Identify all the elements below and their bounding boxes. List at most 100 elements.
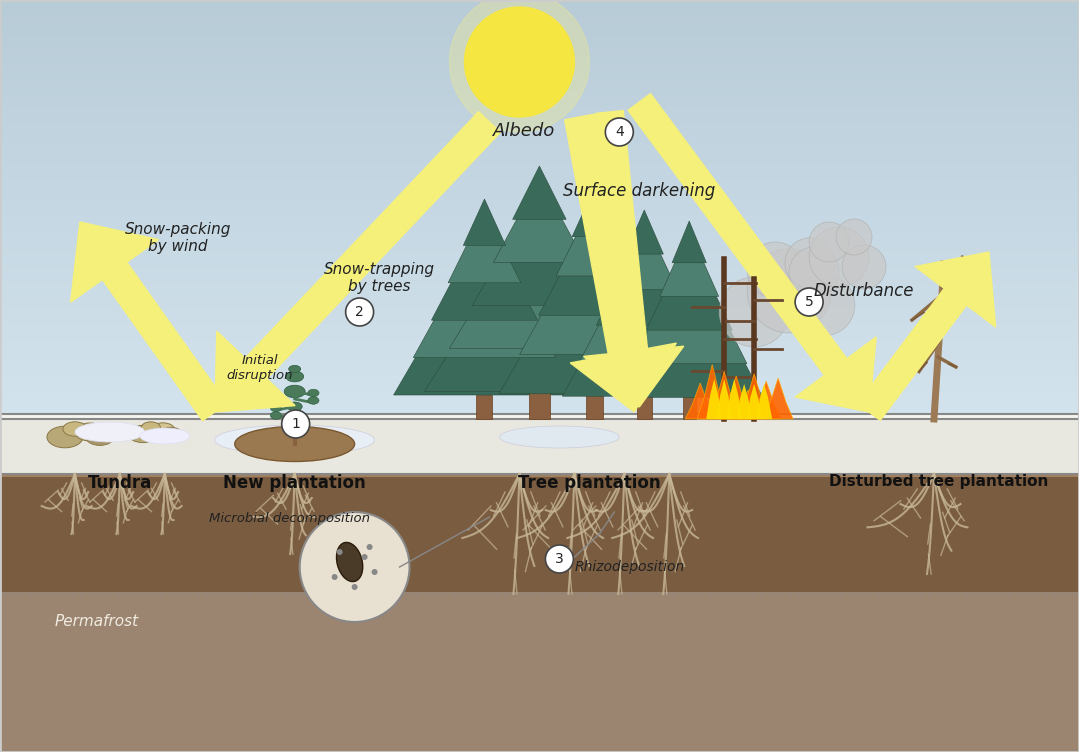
Polygon shape [215,112,500,412]
Bar [0,469,1079,477]
Text: Snow-packing
by wind: Snow-packing by wind [124,222,231,254]
Polygon shape [583,111,684,407]
Bar [683,397,696,419]
Polygon shape [519,220,670,354]
Ellipse shape [284,385,306,398]
Circle shape [842,245,886,289]
Polygon shape [726,379,742,419]
Text: 2: 2 [355,305,364,319]
Text: Rhizodeposition: Rhizodeposition [575,560,685,574]
Bar [637,396,651,419]
Text: 3: 3 [555,552,564,566]
Polygon shape [737,384,752,419]
Polygon shape [672,221,706,262]
Polygon shape [721,376,752,419]
Ellipse shape [75,423,105,441]
Polygon shape [539,209,650,315]
Polygon shape [646,239,732,330]
Text: Disturbed tree plantation: Disturbed tree plantation [829,474,1049,489]
Circle shape [464,7,575,117]
Circle shape [795,288,823,316]
Ellipse shape [337,542,363,581]
Polygon shape [393,239,576,395]
Polygon shape [727,396,757,419]
Ellipse shape [160,427,183,441]
Circle shape [605,118,633,146]
Text: Tundra: Tundra [87,474,152,492]
Bar [529,391,550,419]
Circle shape [545,545,573,573]
Polygon shape [715,393,745,419]
Ellipse shape [63,422,86,436]
Polygon shape [629,94,876,412]
Ellipse shape [46,426,83,447]
Ellipse shape [499,426,619,448]
Circle shape [372,569,378,575]
Polygon shape [611,220,677,290]
Text: New plantation: New plantation [224,474,366,492]
Polygon shape [746,384,762,419]
Ellipse shape [75,422,145,442]
Polygon shape [685,383,715,419]
Text: 5: 5 [805,295,813,309]
Circle shape [836,219,872,255]
Polygon shape [463,199,505,245]
Polygon shape [70,222,227,420]
Ellipse shape [270,412,282,420]
Circle shape [366,544,373,550]
Ellipse shape [286,371,303,382]
Ellipse shape [291,419,299,424]
Polygon shape [764,378,793,419]
Polygon shape [499,230,690,394]
Polygon shape [660,230,718,296]
Polygon shape [563,248,727,396]
Polygon shape [710,371,739,419]
Polygon shape [580,238,708,361]
Bar [0,414,1079,474]
Polygon shape [596,229,692,325]
Circle shape [719,277,789,347]
Polygon shape [424,212,654,391]
Bar [476,395,492,419]
Circle shape [794,274,855,336]
Text: Surface darkening: Surface darkening [563,182,715,200]
Polygon shape [625,210,663,254]
Polygon shape [448,209,521,283]
Circle shape [282,410,310,438]
Ellipse shape [141,422,161,433]
Ellipse shape [215,425,375,455]
Bar [0,592,1079,752]
Text: Snow-trapping
by trees: Snow-trapping by trees [324,262,435,294]
Circle shape [332,574,338,580]
Circle shape [789,247,839,297]
Polygon shape [698,365,727,419]
Ellipse shape [151,423,175,437]
Polygon shape [858,252,996,420]
Ellipse shape [86,429,113,445]
Circle shape [747,249,832,333]
Polygon shape [472,189,607,305]
Polygon shape [449,201,630,348]
Polygon shape [716,379,732,419]
Circle shape [337,549,342,555]
Bar [586,394,603,419]
Polygon shape [752,381,781,419]
Bar [0,419,1079,474]
Circle shape [346,298,374,326]
Polygon shape [739,374,769,419]
Circle shape [449,0,590,132]
Text: Disturbance: Disturbance [814,282,915,300]
Circle shape [809,227,869,287]
Polygon shape [756,384,772,419]
Ellipse shape [288,365,300,372]
Polygon shape [572,188,617,237]
Polygon shape [494,177,585,262]
Ellipse shape [129,426,158,443]
Circle shape [747,242,804,298]
Polygon shape [706,379,723,419]
Ellipse shape [308,390,319,397]
Text: 1: 1 [292,417,300,431]
Text: Microbial decomposition: Microbial decomposition [210,512,370,525]
Polygon shape [414,229,556,358]
Circle shape [785,238,835,288]
